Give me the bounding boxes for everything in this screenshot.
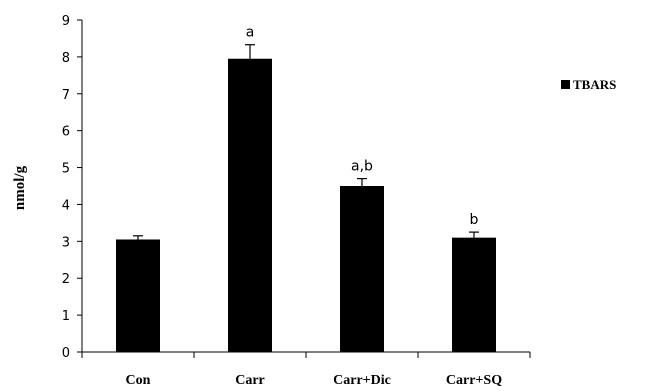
y-tick-label: 1 — [62, 309, 70, 324]
bar — [116, 239, 160, 352]
y-tick-label: 3 — [62, 235, 70, 250]
legend: TBARS — [561, 77, 616, 92]
legend-label-tbars: TBARS — [573, 77, 616, 92]
legend-swatch-tbars — [561, 80, 570, 89]
significance-label: a,b — [351, 159, 373, 175]
y-tick-label: 4 — [62, 198, 70, 213]
y-tick-label: 5 — [62, 162, 70, 177]
bar — [452, 237, 496, 352]
x-category-label: Carr — [235, 373, 265, 388]
x-category-label: Con — [126, 373, 151, 388]
bar — [228, 58, 272, 352]
y-tick-label: 7 — [62, 88, 70, 103]
significance-label: a — [246, 25, 255, 41]
bar — [340, 186, 384, 352]
y-tick-label: 2 — [62, 272, 70, 287]
y-tick-label: 6 — [62, 125, 70, 140]
x-category-label: Carr+Dic — [333, 373, 391, 388]
y-tick-label: 8 — [62, 51, 70, 66]
y-tick-label: 9 — [62, 14, 70, 29]
y-axis-label: nmol/g — [12, 165, 28, 210]
y-tick-label: 0 — [62, 346, 70, 361]
significance-label: b — [470, 212, 479, 228]
plot-area: 0 1 2 3 4 5 6 7 8 9 Con Carr a Carr+Dic a,b Carr+SQ b — [62, 14, 531, 388]
x-category-label: Carr+SQ — [446, 373, 502, 388]
